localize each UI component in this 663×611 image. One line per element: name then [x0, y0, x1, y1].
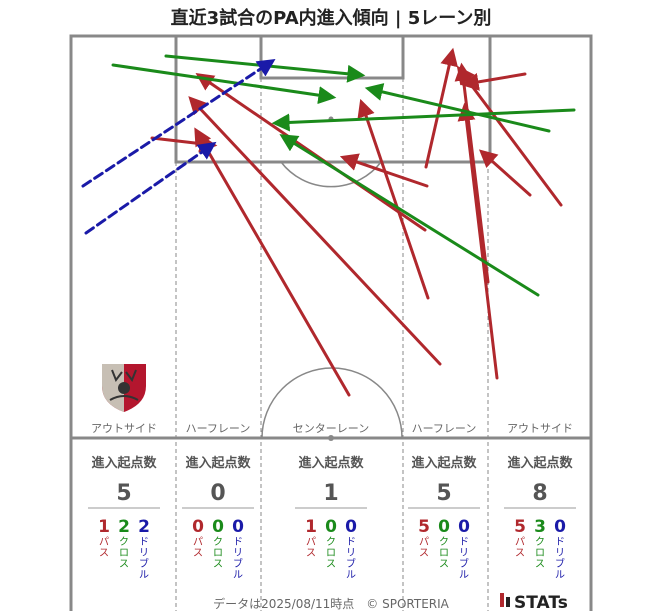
lane-label: ハーフレーン [412, 422, 477, 435]
pass-arrow [194, 127, 351, 397]
dribble-count: 2 [138, 517, 150, 537]
cross-arrow [271, 108, 576, 132]
dribble-type-label: ドリブル [139, 537, 149, 581]
pass-type-label: パス [515, 536, 525, 559]
cross-count: 0 [212, 517, 224, 537]
lane-header: 進入起点数 [507, 455, 573, 471]
stats-logo: STATs [500, 593, 568, 611]
pitch [69, 34, 593, 611]
cross-type-label: クロス [326, 536, 336, 570]
footer-note: データは2025/08/11時点 © SPORTERIA [213, 596, 450, 611]
lane-total: 5 [116, 481, 131, 506]
pass-arrow [454, 62, 490, 284]
lane-label: センターレーン [293, 422, 369, 435]
cross-count: 0 [438, 517, 450, 537]
arrow-layer [81, 47, 576, 397]
lane-total: 0 [210, 481, 225, 506]
dribble-count: 0 [232, 517, 244, 537]
cross-count: 3 [534, 517, 546, 537]
cross-count: 2 [118, 517, 130, 537]
pass-arrow [339, 153, 429, 188]
cross-type-label: クロス [119, 536, 129, 570]
pass-type-label: パス [306, 536, 316, 559]
dribble-count: 0 [458, 517, 470, 537]
pass-arrow [188, 96, 442, 366]
lane-header: 進入起点数 [298, 455, 364, 471]
dribble-type-label: ドリブル [346, 537, 356, 581]
chart-title: 直近3試合のPA内進入傾向 | 5レーン別 [171, 7, 492, 29]
team-crest [102, 364, 146, 412]
penalty-arc [280, 161, 382, 188]
dribble-type-label: ドリブル [459, 537, 469, 581]
lane-header: 進入起点数 [185, 455, 251, 471]
cross-arrow [111, 63, 337, 105]
dribble-count: 0 [554, 517, 566, 537]
dribble-type-label: ドリブル [233, 537, 243, 581]
brand-label: STATs [514, 593, 568, 611]
dribble-count: 0 [345, 517, 357, 537]
pass-count: 5 [514, 517, 526, 537]
center-spot [328, 435, 334, 441]
goal-area [259, 34, 405, 80]
lane-labels: アウトサイド ハーフレーン センターレーン ハーフレーン アウトサイド [91, 422, 573, 435]
dribble-arrow [81, 59, 276, 188]
lane-label: アウトサイド [507, 422, 573, 435]
cross-type-label: クロス [535, 536, 545, 570]
lane-total: 1 [323, 481, 338, 506]
lane-label: ハーフレーン [186, 422, 251, 435]
pass-count: 1 [98, 517, 110, 537]
pass-type-label: パス [99, 536, 109, 559]
pass-arrow [457, 102, 499, 380]
pass-arrow [478, 149, 532, 197]
dribble-type-label: ドリブル [555, 537, 565, 581]
dribble-arrow [84, 141, 217, 235]
pass-count: 0 [192, 517, 204, 537]
pass-arrow [456, 65, 563, 207]
lane-stats: 進入起点数51パス2クロス2ドリブル進入起点数00パス0クロス0ドリブル進入起点… [88, 455, 576, 581]
cross-arrow [279, 134, 540, 297]
pass-arrow [357, 98, 430, 300]
cross-type-label: クロス [213, 536, 223, 570]
pass-type-label: パス [419, 536, 429, 559]
pass-count: 1 [305, 517, 317, 537]
pass-arrow [424, 47, 458, 169]
pass-arrow [460, 72, 527, 91]
lane-total: 5 [436, 481, 451, 506]
cross-arrow [364, 83, 551, 133]
lane-total: 8 [532, 481, 547, 506]
lane-header: 進入起点数 [91, 455, 157, 471]
cross-count: 0 [325, 517, 337, 537]
lane-header: 進入起点数 [411, 455, 477, 471]
pass-type-label: パス [193, 536, 203, 559]
pass-count: 5 [418, 517, 430, 537]
lane-label: アウトサイド [91, 422, 157, 435]
cross-type-label: クロス [439, 536, 449, 570]
